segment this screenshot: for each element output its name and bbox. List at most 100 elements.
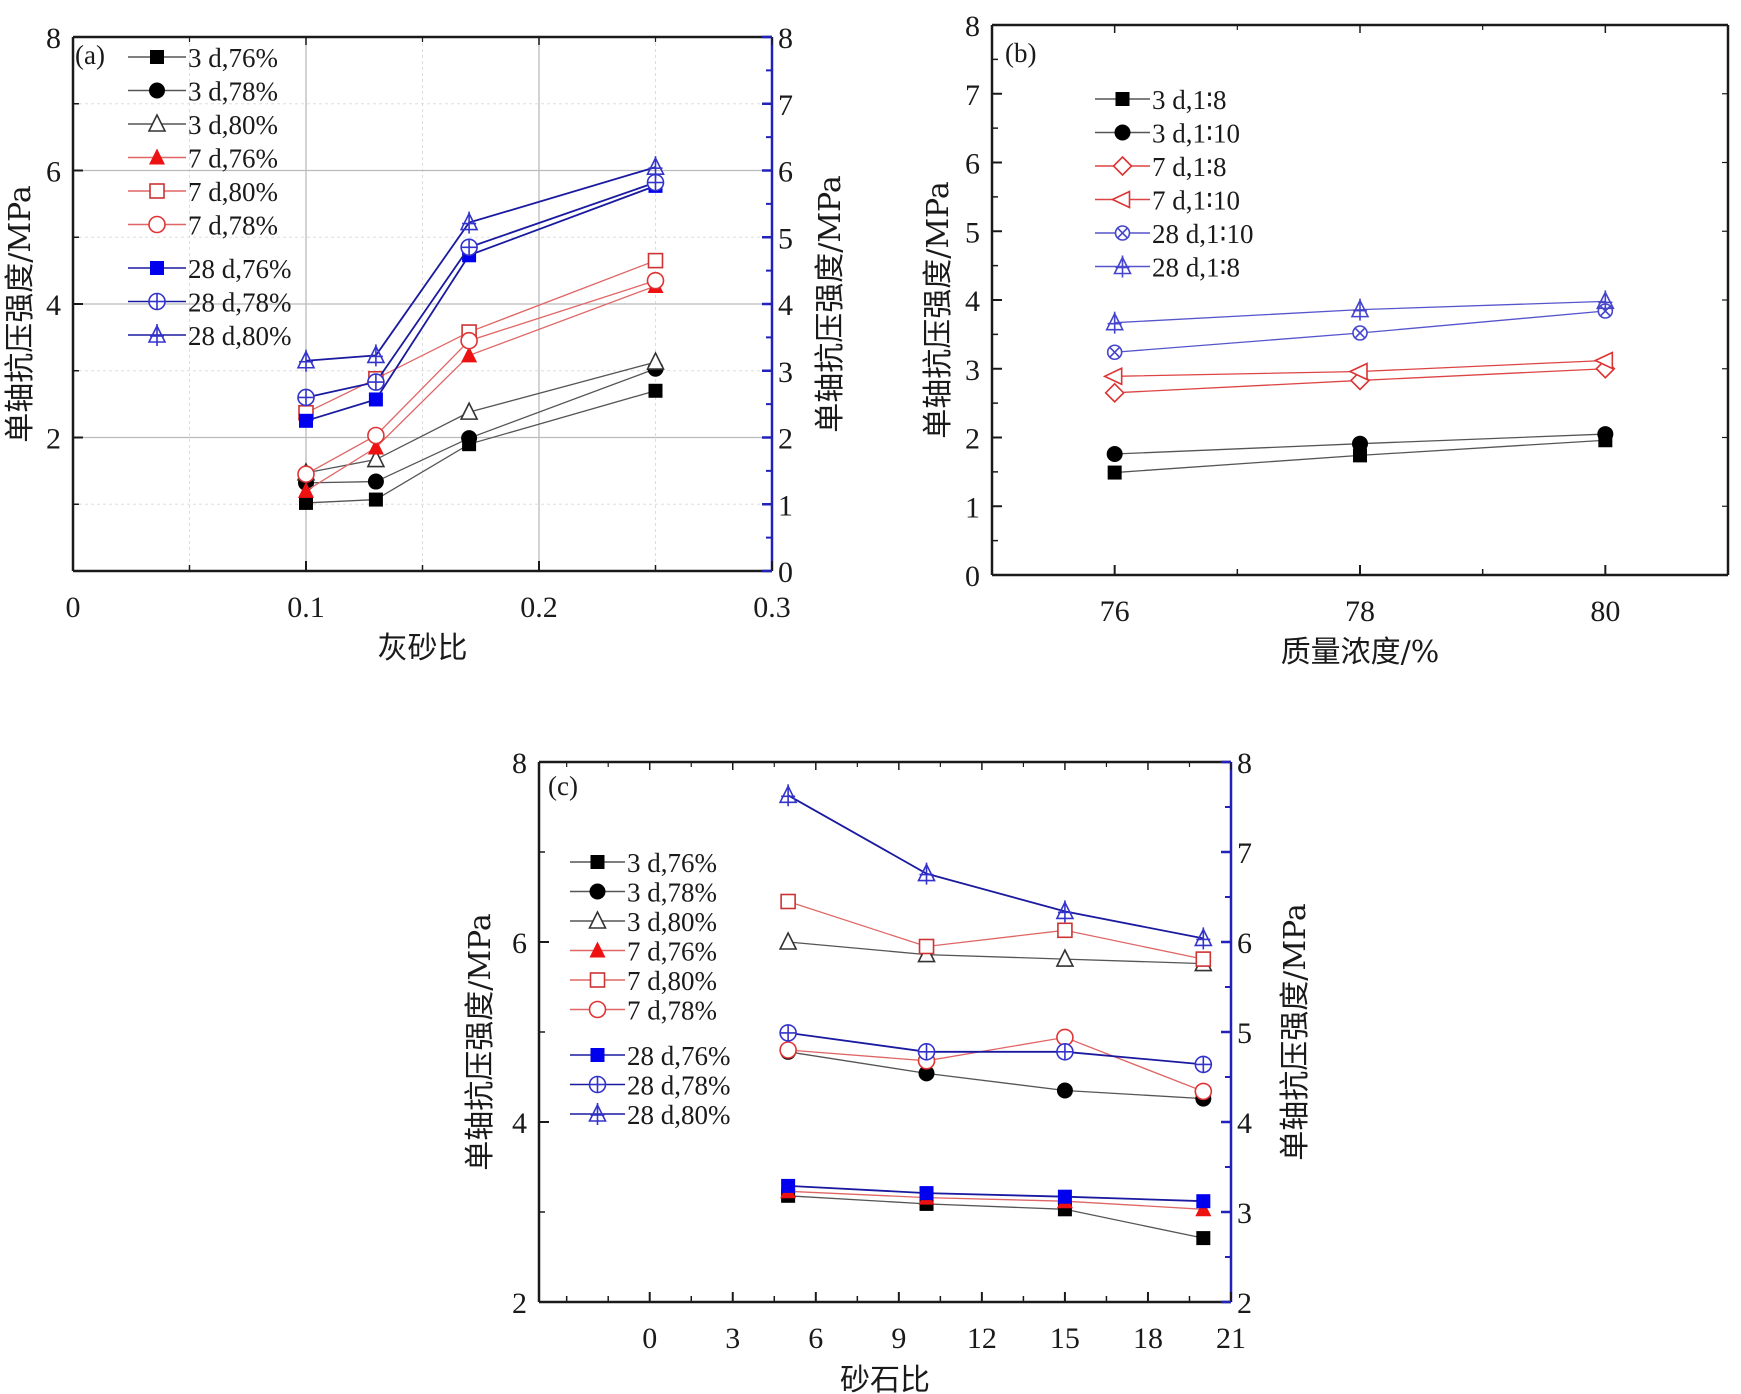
data-point — [1196, 1231, 1211, 1246]
y-tick-label: 3 — [965, 354, 980, 387]
data-point — [919, 1186, 934, 1201]
data-point — [367, 473, 384, 490]
series-c-1 — [780, 1043, 1212, 1107]
legend-item: 7 d,80% — [570, 966, 717, 996]
y-right-tick-label: 0 — [778, 556, 793, 589]
legend-label: 3 d,78% — [627, 878, 717, 908]
data-point — [367, 426, 385, 445]
data-point — [1196, 1194, 1211, 1209]
series-b-1 — [1106, 426, 1614, 462]
legend-item: 7 d,78% — [570, 996, 717, 1026]
legend-a: 3 d,76% 3 d,78%3 d,80% 7 d,76%7 d,80% 7 d,7… — [128, 43, 292, 351]
x-tick-label: 76 — [1100, 595, 1130, 628]
data-point — [459, 211, 479, 234]
y-tick-label: 2 — [965, 423, 980, 456]
data-point — [779, 1024, 797, 1042]
grid-a — [73, 37, 772, 571]
y-right-tick-label: 5 — [778, 222, 793, 255]
legend-marker — [588, 910, 607, 929]
legend-marker — [147, 113, 167, 132]
data-point — [1106, 446, 1123, 462]
legend-item: 7 d,1∶10 — [1095, 186, 1240, 216]
data-point — [1353, 448, 1367, 463]
y-tick-label: 8 — [512, 747, 527, 780]
x-tick-label: 15 — [1050, 1322, 1080, 1355]
y-tick-label: 6 — [965, 148, 980, 181]
legend-marker — [589, 941, 606, 958]
y-tick-label: 2 — [512, 1287, 527, 1320]
series-line — [305, 368, 656, 484]
legend-label: 3 d,76% — [627, 848, 717, 878]
data-point — [1105, 311, 1124, 334]
data-point — [1597, 303, 1614, 319]
data-point — [368, 392, 383, 407]
legend-item: 28 d,1∶10 — [1095, 219, 1254, 249]
data-point — [1352, 435, 1368, 452]
legend-marker — [588, 1000, 607, 1019]
series-b-5 — [1105, 290, 1615, 334]
y-right-tick-label: 5 — [1237, 1017, 1252, 1050]
x-tick-label: 3 — [725, 1322, 740, 1355]
legend-label: 28 d,80% — [188, 321, 292, 351]
legend-item: 7 d,1∶8 — [1095, 152, 1227, 182]
y-right-tick-label: 7 — [1237, 837, 1252, 870]
series-line — [788, 1185, 1204, 1203]
data-point — [1352, 325, 1368, 341]
series-a-8 — [296, 156, 665, 372]
legend-label: 3 d,80% — [627, 907, 717, 937]
data-point — [297, 388, 315, 407]
y-tick-label: 6 — [512, 927, 527, 960]
data-point — [917, 862, 936, 885]
series-c-0 — [781, 1188, 1211, 1246]
legend-marker — [1112, 155, 1133, 177]
data-point — [366, 448, 386, 468]
x-tick-label: 80 — [1590, 595, 1620, 628]
series-line — [305, 166, 656, 362]
y-right-tick-label: 4 — [778, 289, 793, 322]
legend-marker — [150, 261, 164, 275]
legend-label: 3 d,1∶10 — [1152, 119, 1240, 149]
data-point — [1348, 362, 1368, 381]
legend-label: 28 d,1∶8 — [1152, 253, 1240, 283]
y-tick-label: 4 — [965, 285, 980, 318]
data-point — [461, 346, 478, 363]
series-c-8 — [778, 784, 1213, 950]
legend-item: 3 d,78% — [570, 878, 717, 908]
chart-a: 0 0.1 0.2 0.3 2 4 6 8 0 1 2 3 4 5 6 7 8 单轴抗压强度/MPa 灰砂比 单轴抗压… — [3, 22, 848, 666]
data-point — [778, 784, 798, 807]
legend-label: 7 d,76% — [627, 937, 717, 967]
x-axis-title: 砂石比 — [840, 1363, 930, 1394]
legend-label: 28 d,76% — [188, 254, 292, 284]
legend-label: 7 d,76% — [188, 144, 278, 174]
data-point — [918, 938, 935, 955]
x-tick-label: 0.3 — [753, 591, 791, 624]
data-point — [1350, 298, 1370, 321]
panel-label: (c) — [548, 771, 578, 801]
y-tick-label: 8 — [46, 22, 61, 55]
legend-marker — [589, 972, 606, 988]
y-right-tick-label: 4 — [1237, 1107, 1252, 1140]
x-tick-label: 0 — [66, 591, 81, 624]
series-c-5 — [779, 1028, 1213, 1101]
data-point — [1104, 382, 1125, 403]
data-point — [1194, 1082, 1213, 1101]
legend-item: 28 d,78% — [128, 288, 292, 318]
series-line — [305, 260, 656, 414]
y-right-tick-label: 2 — [1237, 1287, 1252, 1320]
legend-marker — [148, 215, 166, 234]
legend-item: 28 d,80% — [570, 1100, 731, 1130]
series-line — [788, 1036, 1204, 1093]
legend-item: 7 d,80% — [128, 177, 278, 207]
x-tick-label: 0.2 — [520, 591, 558, 624]
series-line — [305, 181, 656, 399]
y-tick-label: 8 — [965, 10, 980, 43]
series-line — [305, 390, 656, 504]
series-line — [787, 794, 1204, 940]
y-tick-label: 0 — [965, 560, 980, 593]
y-axis-title: 单轴抗压强度/MPa — [3, 185, 38, 443]
legend-label: 7 d,1∶8 — [1152, 152, 1227, 182]
data-point — [1194, 1055, 1213, 1074]
series-line — [305, 280, 656, 475]
y-right-tick-label: 7 — [778, 89, 793, 122]
x-tick-label: 78 — [1345, 595, 1375, 628]
